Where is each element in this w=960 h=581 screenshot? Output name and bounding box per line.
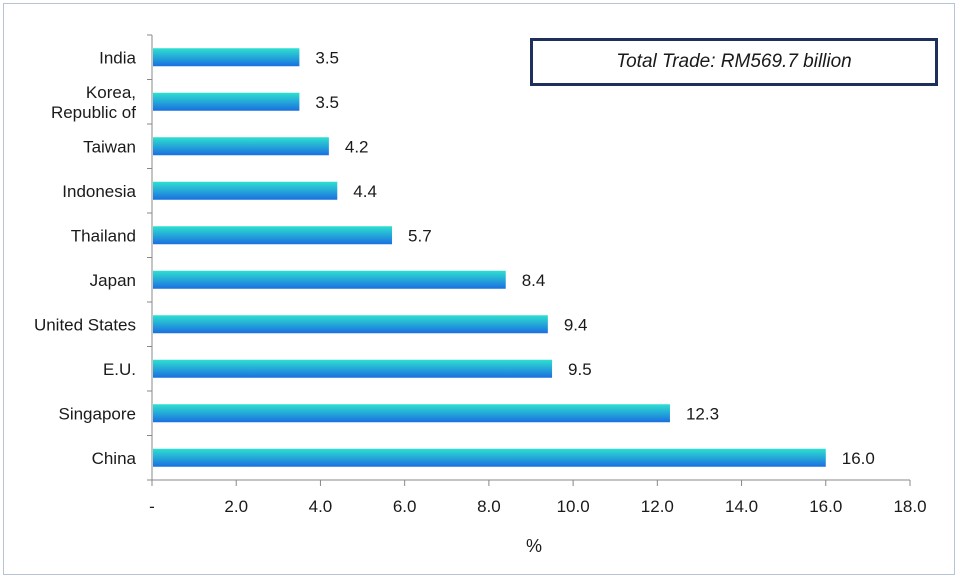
x-tick-label: - <box>149 497 155 516</box>
bar <box>153 92 300 111</box>
value-label: 3.5 <box>315 93 339 112</box>
bar <box>153 448 826 467</box>
bar <box>153 181 338 200</box>
x-tick-label: 2.0 <box>224 497 248 516</box>
x-tick-label: 16.0 <box>809 497 842 516</box>
category-label: India <box>99 48 136 67</box>
x-tick-label: 6.0 <box>393 497 417 516</box>
bar <box>153 48 300 67</box>
axes <box>147 34 911 486</box>
value-label: 16.0 <box>842 449 875 468</box>
total-trade-annotation: Total Trade: RM569.7 billion <box>530 38 938 86</box>
value-label: 4.4 <box>353 182 377 201</box>
value-label: 9.4 <box>564 315 588 334</box>
category-label: Taiwan <box>83 137 136 156</box>
value-label: 9.5 <box>568 360 592 379</box>
bar <box>153 270 506 289</box>
value-label: 8.4 <box>522 271 546 290</box>
value-label: 4.2 <box>345 137 369 156</box>
category-label: E.U. <box>103 360 136 379</box>
bar <box>153 404 670 423</box>
category-label: Indonesia <box>62 182 136 201</box>
bar <box>153 315 548 334</box>
value-label: 12.3 <box>686 404 719 423</box>
x-tick-label: 10.0 <box>557 497 590 516</box>
x-axis-title: % <box>526 536 542 556</box>
category-label: Singapore <box>58 404 136 423</box>
category-label: Korea, Republic of <box>51 83 136 122</box>
x-tick-label: 8.0 <box>477 497 501 516</box>
category-label: Japan <box>90 271 136 290</box>
category-label: United States <box>34 315 136 334</box>
category-label: Thailand <box>71 226 136 245</box>
bars <box>153 48 826 467</box>
x-tick-label: 14.0 <box>725 497 758 516</box>
x-tick-label: 18.0 <box>893 497 926 516</box>
bar <box>153 359 553 378</box>
value-label: 5.7 <box>408 226 432 245</box>
value-label: 3.5 <box>315 48 339 67</box>
bar <box>153 226 393 245</box>
x-tick-label: 12.0 <box>641 497 674 516</box>
category-label: China <box>92 449 137 468</box>
total-trade-text: Total Trade: RM569.7 billion <box>616 51 852 72</box>
x-tick-label: 4.0 <box>309 497 333 516</box>
chart-frame <box>3 3 955 575</box>
labels: - 2.0 4.0 6.0 8.0 10.0 12.0 14.0 16.0 18.0 3.5 Indi… <box>34 48 927 516</box>
bar <box>153 137 329 156</box>
